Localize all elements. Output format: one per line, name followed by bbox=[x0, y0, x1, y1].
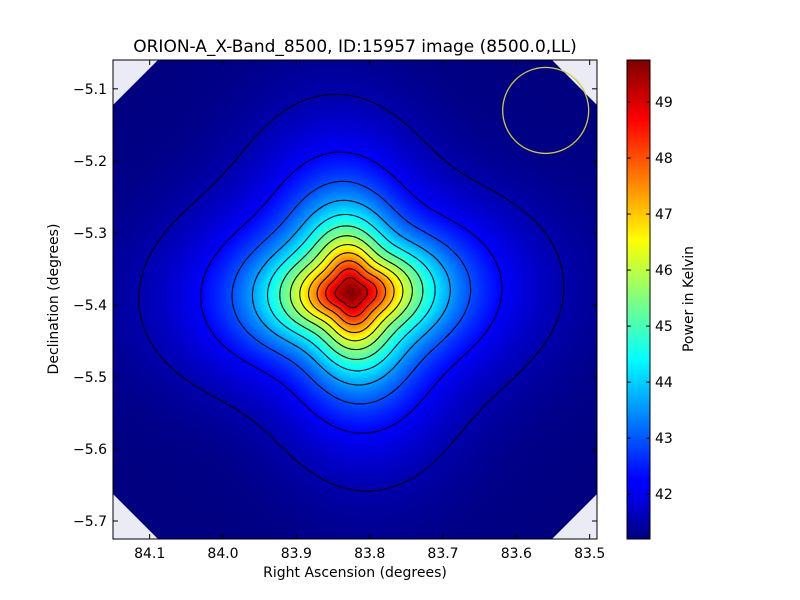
y-tick-label: −5.6 bbox=[73, 442, 107, 458]
x-tick-label: 83.8 bbox=[354, 546, 385, 562]
contour-line bbox=[200, 151, 503, 434]
x-tick-label: 83.9 bbox=[281, 546, 312, 562]
plot-frame bbox=[112, 59, 598, 540]
y-tick-label: −5.3 bbox=[73, 226, 107, 242]
y-axis: −5.1 −5.2 −5.3 −5.4 −5.5 −5.6 −5.7 bbox=[73, 82, 597, 530]
colorbar: 42 43 44 45 46 47 48 49 Power in Kelvin bbox=[626, 59, 697, 540]
y-tick-label: −5.1 bbox=[73, 82, 107, 98]
contour-line bbox=[231, 180, 472, 405]
colorbar-tick-label: 44 bbox=[655, 375, 673, 391]
chart-title: ORION-A_X-Band_8500, ID:15957 image (850… bbox=[133, 37, 577, 57]
plot-area bbox=[112, 59, 598, 540]
x-tick-label: 83.5 bbox=[574, 546, 605, 562]
contour-line bbox=[289, 235, 413, 351]
corner-fade bbox=[552, 494, 597, 539]
contour-line bbox=[299, 243, 404, 342]
heatmap-image bbox=[113, 60, 597, 539]
colorbar-gradient bbox=[626, 59, 651, 540]
y-tick-label: −5.2 bbox=[73, 154, 107, 170]
colorbar-tick-label: 45 bbox=[655, 319, 673, 335]
x-axis-label: Right Ascension (degrees) bbox=[263, 565, 447, 581]
x-tick-label: 83.6 bbox=[501, 546, 532, 562]
y-axis-label: Declination (degrees) bbox=[46, 224, 62, 375]
contour-line bbox=[279, 225, 424, 360]
x-axis: 84.1 84.0 83.9 83.8 83.7 83.6 83.5 bbox=[134, 60, 605, 562]
colorbar-tick-label: 48 bbox=[655, 151, 673, 167]
contour-line bbox=[334, 276, 369, 309]
x-tick-label: 83.7 bbox=[427, 546, 458, 562]
contour-line bbox=[266, 213, 436, 372]
colorbar-tick-label: 43 bbox=[655, 431, 673, 447]
beam-circle bbox=[502, 66, 590, 155]
contour-line bbox=[138, 93, 565, 492]
colorbar-tick-label: 42 bbox=[655, 487, 673, 503]
colorbar-label: Power in Kelvin bbox=[681, 246, 697, 352]
colorbar-tick-label: 49 bbox=[655, 95, 673, 111]
y-tick-label: −5.4 bbox=[73, 298, 107, 314]
y-tick-label: −5.7 bbox=[73, 514, 107, 530]
corner-fade bbox=[113, 60, 158, 105]
colorbar-tick-label: 46 bbox=[655, 263, 673, 279]
contour-line bbox=[308, 252, 395, 334]
contour-line bbox=[325, 268, 378, 318]
x-tick-label: 84.1 bbox=[134, 546, 165, 562]
y-tick-label: −5.5 bbox=[73, 370, 107, 386]
x-tick-label: 84.0 bbox=[207, 546, 238, 562]
contour-lines bbox=[138, 93, 565, 492]
colorbar-ticks: 42 43 44 45 46 47 48 49 bbox=[627, 95, 673, 503]
contour-line bbox=[316, 260, 387, 326]
contour-line bbox=[251, 199, 451, 386]
corner-fade bbox=[113, 494, 158, 539]
colorbar-tick-label: 47 bbox=[655, 207, 673, 223]
